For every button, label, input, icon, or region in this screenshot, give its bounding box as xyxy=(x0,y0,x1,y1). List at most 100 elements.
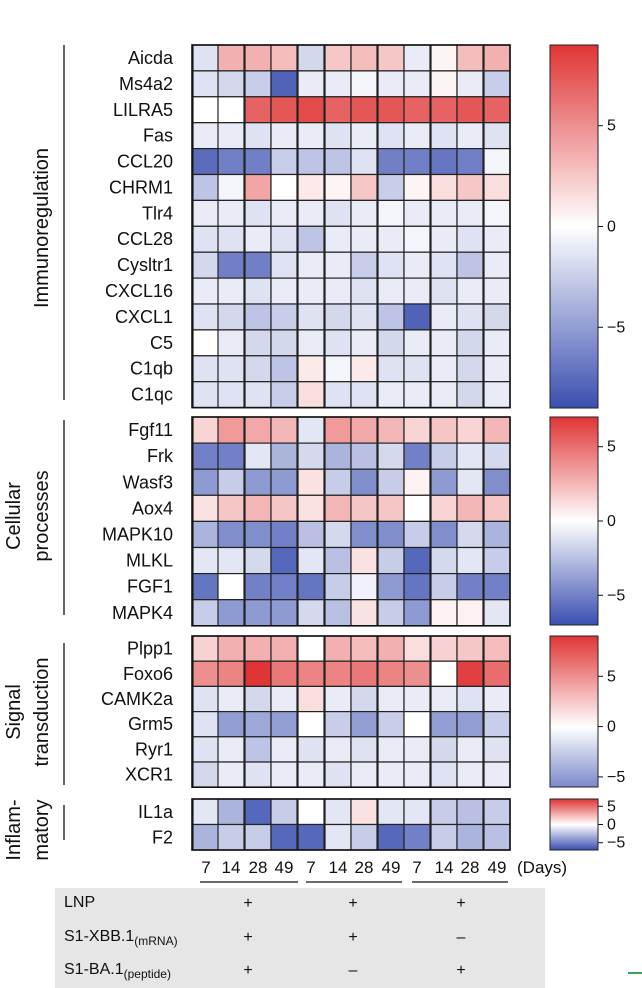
gene-label-c1qb: C1qb xyxy=(130,359,173,379)
panel-frame xyxy=(191,798,511,851)
heatmap-cell xyxy=(456,546,484,575)
heatmap-cell xyxy=(324,599,352,627)
heatmap-cell xyxy=(244,761,272,788)
heatmap-cell xyxy=(403,599,431,627)
heatmap-cell xyxy=(244,798,272,826)
heatmap-cell xyxy=(217,277,245,305)
heatmap-cell xyxy=(403,685,431,713)
heatmap-cell xyxy=(350,546,378,575)
heatmap-cell xyxy=(430,660,458,688)
heatmap-cell xyxy=(350,416,378,444)
panel-label-cellular: Cellular xyxy=(3,482,25,550)
heatmap-cell xyxy=(270,381,298,409)
heatmap-cell xyxy=(483,442,511,470)
heatmap-cell xyxy=(430,303,458,331)
colorbar-tick-label: 0 xyxy=(607,817,616,834)
heatmap-cell xyxy=(324,173,352,201)
heatmap-cell xyxy=(217,468,245,496)
heatmap-cell xyxy=(430,761,458,788)
panel-frame xyxy=(191,44,511,409)
heatmap-cell xyxy=(456,660,484,688)
heatmap-cell xyxy=(403,635,431,662)
heatmap-cell xyxy=(377,494,405,522)
heatmap-cell xyxy=(456,710,484,738)
heatmap-cell xyxy=(456,44,484,72)
heatmap-cell xyxy=(324,122,352,150)
heatmap-cell xyxy=(403,546,431,575)
heatmap-cell xyxy=(270,122,298,150)
heatmap-cell xyxy=(456,572,484,601)
heatmap-cell xyxy=(403,303,431,331)
heatmap-cell xyxy=(270,494,298,522)
heatmap-cell xyxy=(270,520,298,549)
heatmap-cell xyxy=(350,823,378,851)
heatmap-cell xyxy=(350,277,378,305)
gene-label-aox4: Aox4 xyxy=(132,498,173,518)
heatmap-cell xyxy=(456,442,484,470)
heatmap-cell xyxy=(350,572,378,601)
heatmap-cell xyxy=(192,122,220,150)
heatmap-cell xyxy=(403,122,431,150)
heatmap-cell xyxy=(324,277,352,305)
heatmap-cell xyxy=(377,798,405,826)
heatmap-cell xyxy=(403,520,431,549)
sign-lnp-group1: + xyxy=(243,895,253,912)
heatmap-cell xyxy=(456,685,484,713)
heatmap-cell xyxy=(377,599,405,627)
heatmap-cell xyxy=(483,173,511,201)
heatmap-cell xyxy=(377,329,405,357)
heatmap-cell xyxy=(377,173,405,201)
heatmap-cell xyxy=(403,251,431,279)
heatmap-cell xyxy=(377,303,405,331)
gene-label-cxcl16: CXCL16 xyxy=(105,281,173,301)
heatmap-cell xyxy=(377,355,405,383)
heatmap-cell xyxy=(377,823,405,851)
heatmap-cell xyxy=(244,251,272,279)
heatmap-cell xyxy=(403,736,431,763)
heatmap-cell xyxy=(192,355,220,383)
heatmap-cell xyxy=(244,96,272,124)
heatmap-cell xyxy=(350,468,378,496)
heatmap-cell xyxy=(377,710,405,738)
gene-label-foxo6: Foxo6 xyxy=(123,664,173,684)
heatmap-cell xyxy=(350,355,378,383)
heatmap-cell xyxy=(270,303,298,331)
heatmap-cell xyxy=(217,660,245,688)
heatmap-cell xyxy=(456,303,484,331)
heatmap-cell xyxy=(192,823,220,851)
heatmap-cell xyxy=(483,122,511,150)
heatmap-cell xyxy=(270,635,298,662)
heatmap-cell xyxy=(297,416,325,444)
gene-label-c1qc: C1qc xyxy=(131,385,173,405)
heatmap-cell xyxy=(324,251,352,279)
heatmap-cell xyxy=(297,599,325,627)
heatmap-cell xyxy=(483,44,511,72)
heatmap-cell xyxy=(377,468,405,496)
heatmap-cell xyxy=(270,96,298,124)
heatmap-cell xyxy=(192,635,220,662)
heatmap-cell xyxy=(430,277,458,305)
decorative-green-mark xyxy=(628,972,642,974)
heatmap-cell xyxy=(403,660,431,688)
heatmap-cell xyxy=(217,442,245,470)
heatmap-cell xyxy=(192,442,220,470)
heatmap-cell xyxy=(297,685,325,713)
heatmap-cell xyxy=(350,520,378,549)
heatmap-cell xyxy=(403,823,431,851)
heatmap-cell xyxy=(192,798,220,826)
heatmap-cell xyxy=(217,823,245,851)
heatmap-cell xyxy=(270,225,298,253)
heatmap-cell xyxy=(270,44,298,72)
heatmap-cell xyxy=(350,329,378,357)
heatmap-cell xyxy=(297,761,325,788)
heatmap-cell xyxy=(456,251,484,279)
heatmap-cell xyxy=(350,225,378,253)
heatmap-cell xyxy=(483,277,511,305)
gene-label-fgf11: Fgf11 xyxy=(128,420,173,440)
heatmap-cell xyxy=(456,355,484,383)
heatmap-cell xyxy=(377,199,405,227)
heatmap-cell xyxy=(192,660,220,688)
heatmap-cell xyxy=(217,710,245,738)
heatmap-cell xyxy=(297,546,325,575)
heatmap-cell xyxy=(217,122,245,150)
